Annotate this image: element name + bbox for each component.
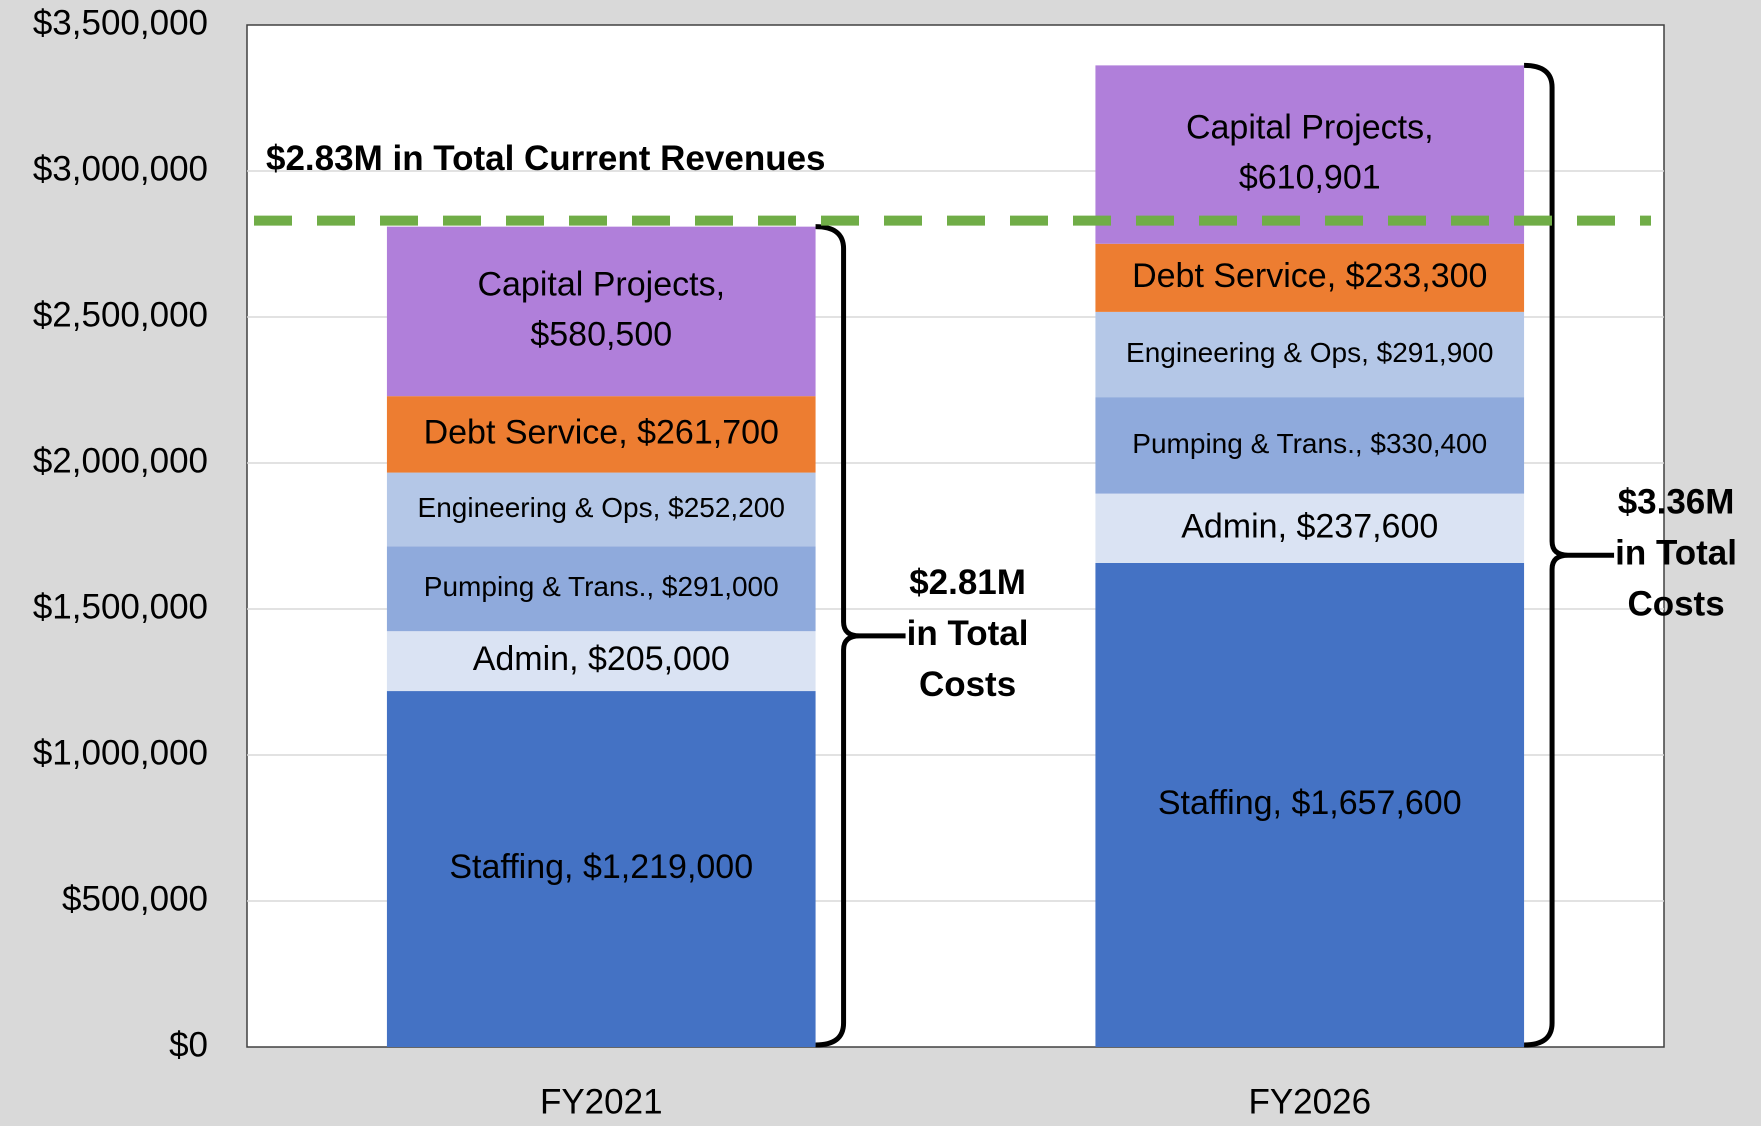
total-annotation: Costs xyxy=(1627,584,1724,623)
bar-segment xyxy=(1095,65,1525,244)
bar-segment xyxy=(1095,243,1525,312)
bar-segment xyxy=(386,546,816,632)
y-tick-label: $500,000 xyxy=(62,879,208,918)
bar-segment xyxy=(1095,562,1525,1047)
x-tick-label: FY2026 xyxy=(1248,1082,1371,1121)
reference-label: $2.83M in Total Current Revenues xyxy=(266,139,826,178)
data-label: Engineering & Ops, $291,900 xyxy=(1126,337,1493,368)
data-label: Capital Projects, $610,901 xyxy=(1186,109,1434,197)
x-tick-label: FY2021 xyxy=(540,1082,663,1121)
total-brace xyxy=(815,224,906,1048)
data-label: Capital Projects, $580,500 xyxy=(477,265,725,353)
bar-segment xyxy=(386,396,816,473)
data-label: Staffing, $1,657,600 xyxy=(1158,784,1462,822)
total-annotation: in Total xyxy=(907,614,1029,653)
total-annotation: Costs xyxy=(919,665,1016,704)
total-annotation: $3.36M xyxy=(1618,482,1735,521)
data-label: Staffing, $1,219,000 xyxy=(449,848,753,886)
y-tick-label: $1,000,000 xyxy=(33,733,208,772)
bar-segment xyxy=(386,631,816,692)
data-label: Debt Service, $261,700 xyxy=(424,413,779,451)
bar-segment xyxy=(1095,397,1525,494)
y-tick-label: $2,500,000 xyxy=(33,295,208,334)
total-annotation: $2.81M xyxy=(909,563,1026,602)
y-tick-label: $0 xyxy=(169,1025,208,1064)
total-brace xyxy=(1523,62,1615,1048)
data-label: Pumping & Trans., $291,000 xyxy=(424,571,779,602)
y-tick-label: $2,000,000 xyxy=(33,441,208,480)
bar-segment xyxy=(1095,311,1525,398)
data-label: Engineering & Ops, $252,200 xyxy=(418,492,785,523)
bar-segment xyxy=(386,472,816,547)
bar-segment xyxy=(386,226,816,397)
bar-segment xyxy=(1095,493,1525,563)
data-label: Debt Service, $233,300 xyxy=(1132,257,1487,295)
total-annotation: in Total xyxy=(1615,533,1737,572)
y-tick-label: $3,000,000 xyxy=(33,149,208,188)
y-tick-label: $1,500,000 xyxy=(33,587,208,626)
bar-segment xyxy=(386,691,816,1047)
y-tick-label: $3,500,000 xyxy=(33,3,208,42)
data-label: Pumping & Trans., $330,400 xyxy=(1132,428,1487,459)
data-label: Admin, $237,600 xyxy=(1181,507,1438,545)
data-label: Admin, $205,000 xyxy=(473,640,730,678)
